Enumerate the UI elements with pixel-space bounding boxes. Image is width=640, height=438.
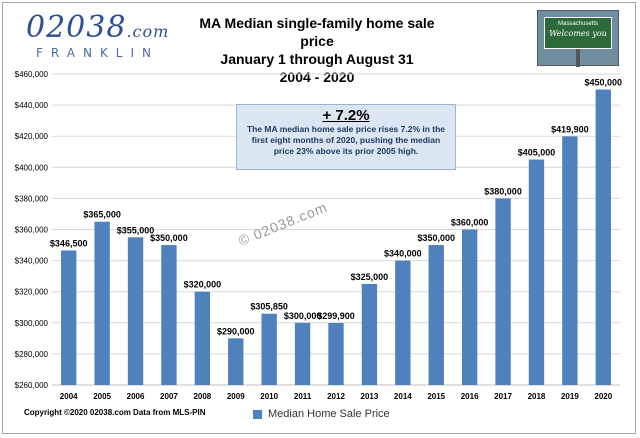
data-label: $380,000: [484, 186, 522, 196]
x-tick-label: 2006: [127, 392, 145, 401]
bar: [228, 338, 244, 385]
callout-text: The MA median home sale price rises 7.2%…: [246, 124, 446, 156]
x-tick-label: 2018: [528, 392, 546, 401]
bar: [562, 136, 578, 385]
sign-board: Massachusetts Welcomes you: [544, 17, 612, 49]
bar: [94, 221, 110, 385]
data-label: $360,000: [451, 218, 489, 228]
x-tick-label: 2015: [427, 392, 445, 401]
y-tick-label: $280,000: [15, 350, 49, 359]
x-tick-label: 2010: [260, 392, 278, 401]
data-label: $320,000: [184, 280, 222, 290]
legend-swatch: [253, 409, 262, 419]
x-tick-label: 2009: [227, 392, 245, 401]
y-tick-label: $440,000: [15, 101, 49, 110]
x-tick-label: 2008: [193, 392, 211, 401]
callout-headline: + 7.2%: [322, 107, 370, 124]
title-line-2: January 1 through August 31: [220, 51, 414, 67]
site-logo: 02038.com: [26, 10, 169, 45]
bar: [428, 245, 444, 385]
bar: [528, 159, 545, 385]
x-tick-label: 2020: [594, 392, 612, 401]
bar: [595, 89, 611, 386]
data-label: $405,000: [518, 148, 556, 158]
x-axis: 2004 2005 2006 2007 2008 2009 2010 2011 2012 2013…: [60, 392, 613, 401]
data-label: $290,000: [217, 326, 255, 336]
logo-main-text: 02038: [26, 10, 127, 45]
data-label: $450,000: [585, 78, 623, 88]
data-label: $350,000: [150, 233, 188, 243]
y-tick-label: $420,000: [15, 132, 49, 141]
logo-suffix: .com: [126, 22, 170, 41]
chart-title: MA Median single-family home sale price …: [190, 14, 444, 86]
x-tick-label: 2011: [294, 392, 312, 401]
x-tick-label: 2004: [60, 392, 78, 401]
massachusetts-sign-image: Massachusetts Welcomes you: [537, 10, 619, 67]
y-tick-label: $460,000: [15, 70, 49, 79]
sign-line-1: Massachusetts: [557, 21, 599, 27]
x-tick-label: 2005: [93, 392, 111, 401]
x-tick-label: 2019: [561, 392, 579, 401]
copyright-note: Copyright ©2020 02038.com Data from MLS-…: [24, 408, 206, 417]
data-label: $300,000: [284, 311, 322, 321]
sign-post: [576, 49, 580, 67]
data-labels: $346,500$365,000$355,000$350,000$320,000…: [50, 78, 622, 337]
y-tick-label: $360,000: [15, 226, 49, 235]
data-label: $355,000: [117, 225, 155, 235]
x-tick-label: 2014: [394, 392, 412, 401]
y-tick-label: $320,000: [15, 288, 49, 297]
bar: [61, 250, 77, 385]
data-label: $350,000: [417, 233, 455, 243]
y-tick-label: $260,000: [15, 381, 49, 390]
bar: [161, 245, 177, 385]
bar: [194, 291, 211, 385]
x-tick-label: 2007: [160, 392, 178, 401]
y-tick-label: $340,000: [15, 257, 49, 266]
bar: [127, 237, 144, 385]
data-label: $340,000: [384, 249, 422, 259]
x-tick-label: 2013: [361, 392, 379, 401]
data-label: $305,850: [250, 302, 288, 312]
x-tick-label: 2016: [461, 392, 479, 401]
bar: [461, 229, 478, 385]
title-line-3: 2004 - 2020: [279, 69, 355, 85]
callout-box: + 7.2% The MA median home sale price ris…: [236, 104, 456, 170]
data-label: $325,000: [351, 272, 389, 282]
data-label: $346,500: [50, 238, 88, 248]
data-label: $419,900: [551, 124, 589, 134]
bar: [328, 322, 344, 385]
bars: [61, 89, 611, 386]
legend: Median Home Sale Price: [253, 408, 390, 420]
bar: [361, 283, 378, 385]
data-label: $365,000: [83, 210, 121, 220]
x-tick-label: 2017: [494, 392, 512, 401]
x-tick-label: 2012: [327, 392, 345, 401]
data-label: $299,900: [317, 311, 355, 321]
legend-label: Median Home Sale Price: [268, 408, 390, 420]
bar: [294, 322, 311, 385]
sign-line-2: Welcomes you: [549, 29, 607, 38]
bar: [261, 313, 277, 385]
bar: [395, 260, 411, 385]
title-line-1: MA Median single-family home sale price: [199, 15, 435, 49]
y-tick-label: $400,000: [15, 163, 49, 172]
y-tick-label: $380,000: [15, 194, 49, 203]
y-tick-label: $300,000: [15, 319, 49, 328]
y-axis: $260,000 $280,000 $300,000 $320,000 $340,000…: [15, 70, 49, 390]
logo-subtitle: FRANKLIN: [36, 46, 160, 60]
bar: [495, 198, 511, 385]
